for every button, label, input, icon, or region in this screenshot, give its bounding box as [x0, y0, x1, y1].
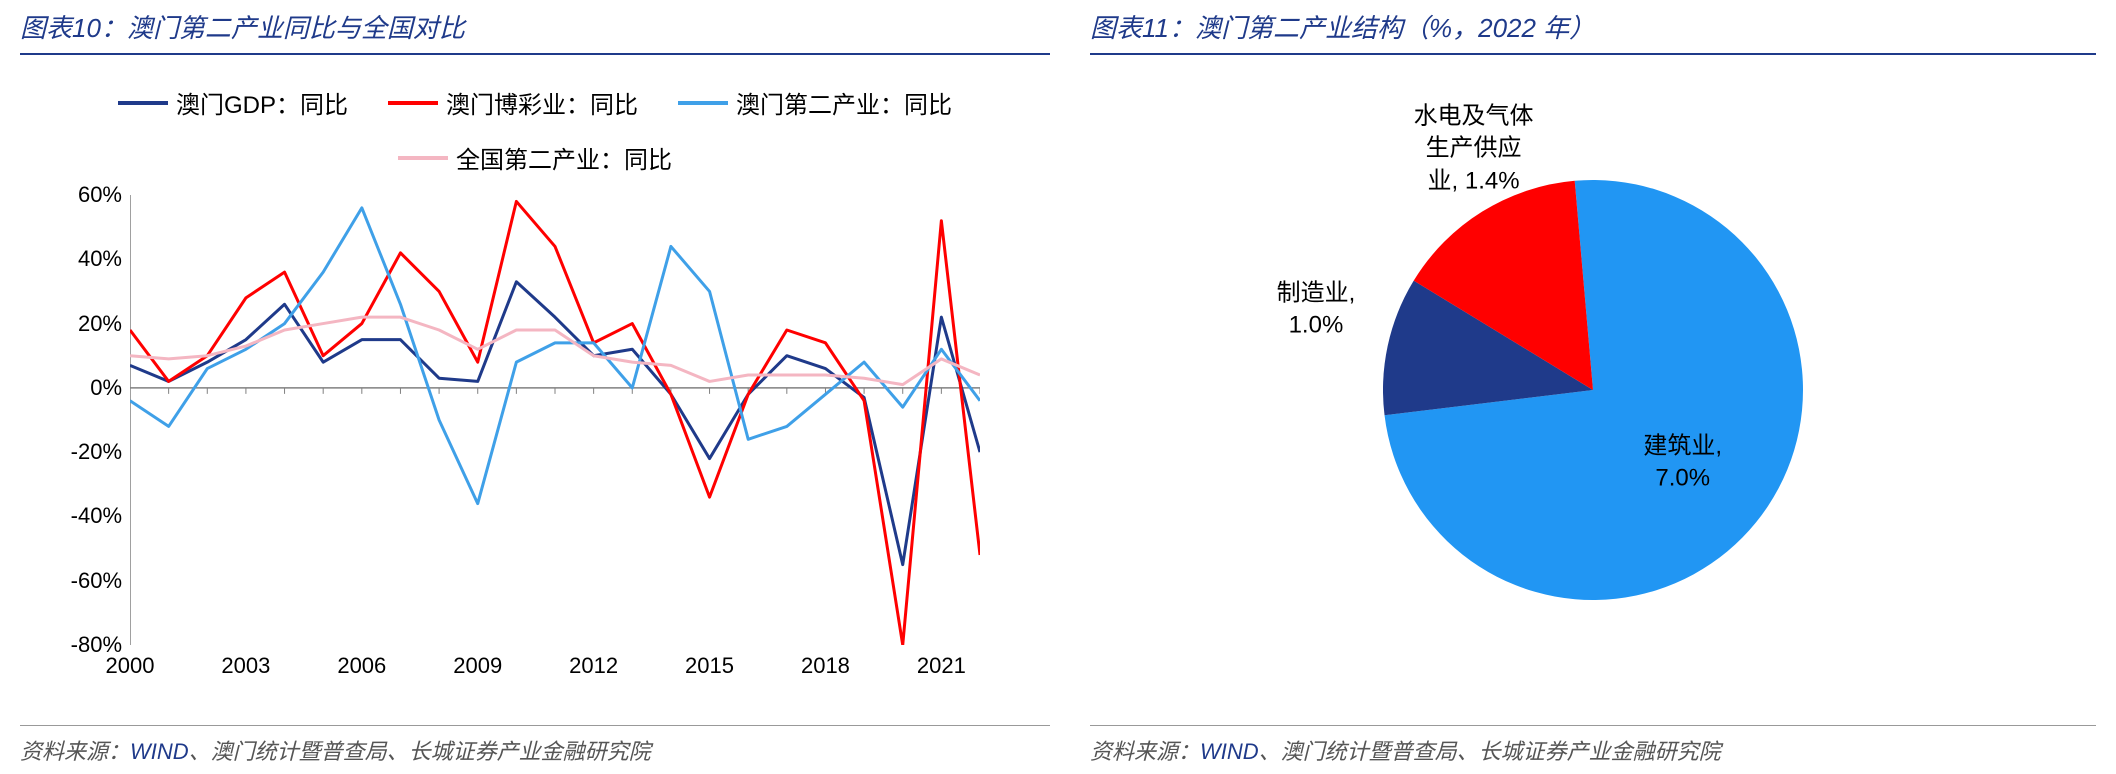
left-title: 图表10：澳门第二产业同比与全国对比 — [20, 0, 1050, 55]
source-prefix: 资料来源： — [20, 739, 130, 764]
legend-item: 澳门博彩业：同比 — [388, 85, 638, 120]
y-tick-label: 20% — [78, 311, 122, 337]
y-tick-label: -60% — [71, 568, 122, 594]
legend-swatch — [388, 101, 438, 105]
legend-label: 全国第二产业：同比 — [456, 140, 672, 175]
legend-swatch — [398, 156, 448, 160]
legend-swatch — [678, 101, 728, 105]
right-title: 图表11：澳门第二产业结构（%，2022 年） — [1090, 0, 2096, 55]
x-tick-label: 2021 — [917, 653, 966, 679]
legend-label: 澳门GDP：同比 — [176, 85, 348, 120]
x-tick-label: 2009 — [453, 653, 502, 679]
right-panel: 图表11：澳门第二产业结构（%，2022 年） 建筑业,7.0% 制造业,1.0%… — [1070, 0, 2116, 774]
line-legend: 澳门GDP：同比 澳门博彩业：同比 澳门第二产业：同比全国第二产业：同比 — [50, 65, 1020, 185]
x-tick-label: 2003 — [221, 653, 270, 679]
source-prefix: 资料来源： — [1090, 739, 1200, 764]
x-tick-label: 2018 — [801, 653, 850, 679]
source-rest: 、澳门统计暨普查局、长城证券产业金融研究院 — [189, 739, 651, 764]
y-tick-label: 0% — [90, 375, 122, 401]
source-wind: WIND — [130, 739, 189, 764]
left-panel: 图表10：澳门第二产业同比与全国对比 澳门GDP：同比 澳门博彩业：同比 澳门第二产… — [0, 0, 1070, 774]
right-source: 资料来源：WIND、澳门统计暨普查局、长城证券产业金融研究院 — [1090, 725, 2096, 774]
line-plot: -80%-60%-40%-20%0%20%40%60%2000200320062… — [130, 195, 980, 645]
y-tick-label: -40% — [71, 503, 122, 529]
pie-label: 建筑业,7.0% — [1643, 430, 1722, 495]
legend-item: 全国第二产业：同比 — [398, 140, 672, 175]
legend-item: 澳门GDP：同比 — [118, 85, 348, 120]
legend-label: 澳门第二产业：同比 — [736, 85, 952, 120]
source-rest: 、澳门统计暨普查局、长城证券产业金融研究院 — [1259, 739, 1721, 764]
x-tick-label: 2015 — [685, 653, 734, 679]
pie-wrap: 建筑业,7.0% 制造业,1.0% 水电及气体生产供应业, 1.4% — [1120, 65, 2066, 715]
line-chart-area: 澳门GDP：同比 澳门博彩业：同比 澳门第二产业：同比全国第二产业：同比 -80%-… — [20, 55, 1050, 725]
x-tick-label: 2012 — [569, 653, 618, 679]
line-series — [130, 208, 980, 504]
x-tick-label: 2000 — [106, 653, 155, 679]
y-tick-label: -20% — [71, 439, 122, 465]
legend-label: 澳门博彩业：同比 — [446, 85, 638, 120]
pie-svg — [1383, 180, 1803, 600]
y-tick-label: 60% — [78, 182, 122, 208]
line-svg — [130, 195, 980, 645]
source-wind: WIND — [1200, 739, 1259, 764]
legend-swatch — [118, 101, 168, 105]
legend-item: 澳门第二产业：同比 — [678, 85, 952, 120]
left-source: 资料来源：WIND、澳门统计暨普查局、长城证券产业金融研究院 — [20, 725, 1050, 774]
line-series — [130, 201, 980, 645]
line-series — [130, 282, 980, 565]
pie-label: 制造业,1.0% — [1277, 278, 1356, 343]
pie-label: 水电及气体生产供应业, 1.4% — [1414, 100, 1534, 197]
pie-chart-area: 建筑业,7.0% 制造业,1.0% 水电及气体生产供应业, 1.4% — [1090, 55, 2096, 725]
y-tick-label: 40% — [78, 246, 122, 272]
x-tick-label: 2006 — [337, 653, 386, 679]
